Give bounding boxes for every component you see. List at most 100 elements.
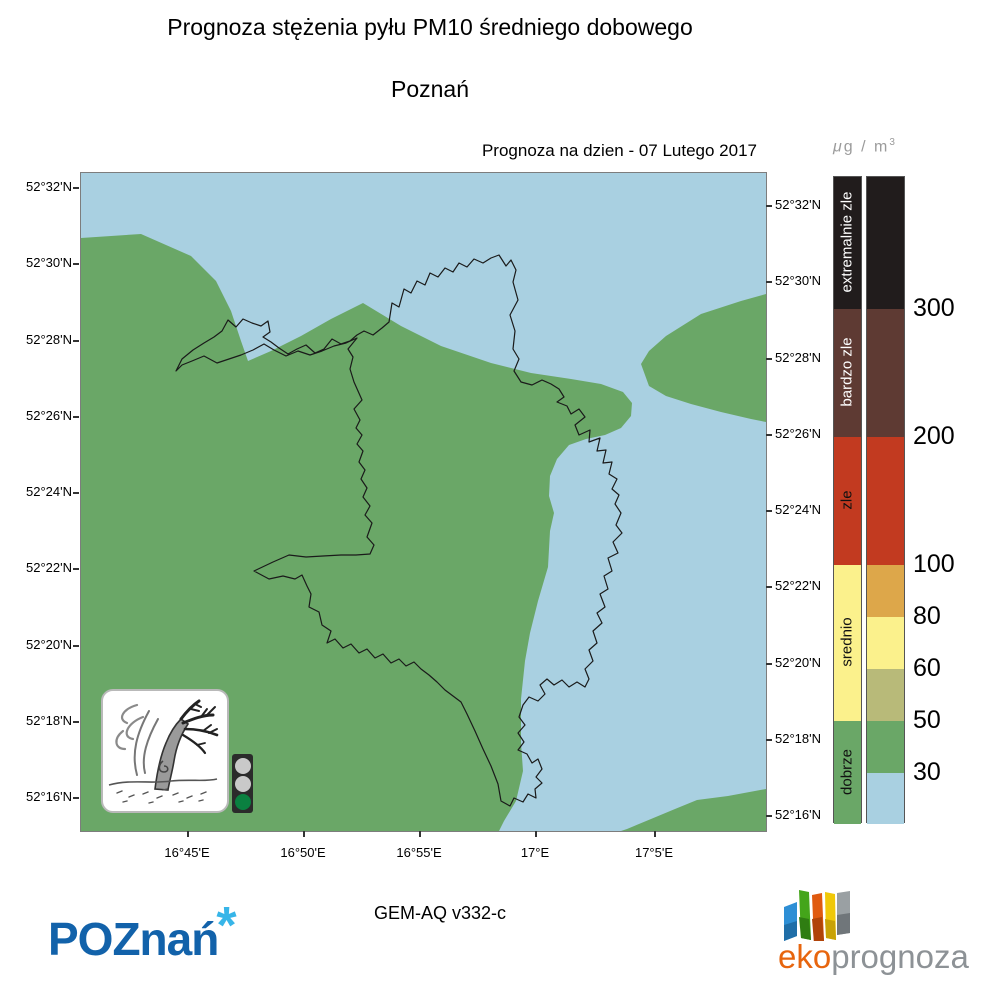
lat-tick-right: [766, 281, 772, 283]
poznan-city-logo: POZnań*: [48, 897, 237, 968]
ekoprognoza-wordmark: ekoprognoza: [778, 938, 969, 976]
lat-tick-left: [73, 263, 79, 265]
city-title: Poznań: [390, 76, 469, 102]
ekoprognoza-logo: ekoprognoza: [778, 885, 969, 975]
lat-tick-right: [766, 663, 772, 665]
lat-tick-right: [766, 739, 772, 741]
ground-line: [108, 778, 218, 786]
traffic-light: [232, 754, 253, 813]
lon-tick: [303, 831, 305, 837]
map-panel: [80, 172, 767, 832]
ground-marks: [116, 788, 207, 804]
windy-tree-icon: [108, 699, 219, 804]
lat-label-left: 52°20'N: [26, 637, 72, 652]
poznan-logo-asterisk-icon: *: [216, 897, 236, 955]
ekoprognoza-bars-icon: [784, 890, 850, 943]
lat-label-right: 52°18'N: [775, 731, 821, 746]
weather-icon-box: [101, 689, 229, 813]
lat-tick-left: [73, 721, 79, 723]
legend-category-segment: [834, 721, 861, 824]
lon-label: 16°45'E: [164, 845, 210, 860]
model-version-label: GEM-AQ v332-c: [373, 903, 507, 923]
lat-label-right: 52°30'N: [775, 273, 821, 288]
lat-tick-right: [766, 205, 772, 207]
lon-tick: [535, 831, 537, 837]
lat-tick-right: [766, 510, 772, 512]
legend-scale-segment: [867, 309, 904, 437]
lat-label-right: 52°32'N: [775, 197, 821, 212]
lat-label-left: 52°30'N: [26, 255, 72, 270]
lat-label-left: 52°26'N: [26, 408, 72, 423]
unit-exponent: 3: [889, 137, 897, 148]
traffic-light-amber-off: [234, 776, 251, 792]
lat-tick-left: [73, 416, 79, 418]
lon-tick: [187, 831, 189, 837]
lat-label-left: 52°16'N: [26, 789, 72, 804]
legend-category-bar: [833, 176, 862, 824]
lat-tick-right: [766, 358, 772, 360]
legend-scale-value: 300: [913, 294, 955, 322]
city-boundary-outline: [175, 254, 623, 807]
wind-curl: [158, 760, 169, 773]
eko-text: eko: [778, 938, 832, 975]
lat-tick-right: [766, 434, 772, 436]
lon-label: 17°E: [520, 845, 550, 860]
map-region-blue: [81, 173, 766, 831]
lat-tick-left: [73, 568, 79, 570]
lat-tick-left: [73, 340, 79, 342]
page-title: Prognoza stężenia pyłu PM10 średniego do…: [167, 14, 693, 40]
legend-category-segment: [834, 565, 861, 721]
legend-scale-segment: [867, 773, 904, 824]
lat-label-right: 52°28'N: [775, 350, 821, 365]
tree-branches: [179, 699, 219, 755]
lat-label-right: 52°16'N: [775, 807, 821, 822]
legend-category-segment: [834, 177, 861, 309]
lon-tick: [654, 831, 656, 837]
legend-scale-segment: [867, 565, 904, 617]
lon-tick: [419, 831, 421, 837]
lat-label-right: 52°24'N: [775, 502, 821, 517]
legend-scale-value: 50: [913, 706, 941, 734]
legend-scale-value: 30: [913, 758, 941, 786]
tree-trunk: [154, 717, 190, 791]
legend-category-label: srednio: [838, 617, 856, 667]
legend-scale-segment: [867, 721, 904, 773]
legend-scale-value: 200: [913, 422, 955, 450]
lon-label: 16°50'E: [280, 845, 326, 860]
legend-scale-segment: [867, 437, 904, 565]
legend-category-label: bardzo zle: [838, 337, 856, 407]
lat-label-right: 52°20'N: [775, 655, 821, 670]
legend-category-label: dobrze: [838, 748, 856, 795]
lat-tick-left: [73, 645, 79, 647]
legend-unit-label: μg / m3: [833, 137, 897, 156]
lat-tick-right: [766, 586, 772, 588]
lat-label-left: 52°24'N: [26, 484, 72, 499]
traffic-light-red-off: [234, 758, 251, 774]
legend-category-segment: [834, 437, 861, 565]
lat-label-left: 52°18'N: [26, 713, 72, 728]
legend-scale-value: 60: [913, 654, 941, 682]
lon-label: 17°5'E: [634, 845, 674, 860]
poznan-logo-text: POZnań: [48, 913, 219, 965]
lat-label-right: 52°26'N: [775, 426, 821, 441]
legend-scale-segment: [867, 617, 904, 669]
legend-category-segment: [834, 309, 861, 437]
lat-tick-left: [73, 492, 79, 494]
lat-label-left: 52°22'N: [26, 560, 72, 575]
lat-label-left: 52°32'N: [26, 179, 72, 194]
lat-tick-right: [766, 815, 772, 817]
legend-category-label: zle: [838, 490, 856, 510]
unit-text: g / m: [843, 138, 890, 156]
lat-tick-left: [73, 187, 79, 189]
legend-category-label: extremalnie zle: [838, 191, 856, 293]
legend-scale-segment: [867, 669, 904, 721]
prognoza-text: prognoza: [831, 938, 969, 975]
lon-label: 16°55'E: [396, 845, 442, 860]
legend-color-scale-bar: [866, 176, 905, 824]
lat-label-left: 52°28'N: [26, 332, 72, 347]
legend-scale-value: 80: [913, 602, 941, 630]
traffic-light-green-on: [234, 794, 251, 810]
mu-symbol: μ: [833, 138, 844, 156]
forecast-date: Prognoza na dzien - 07 Lutego 2017: [481, 141, 757, 160]
